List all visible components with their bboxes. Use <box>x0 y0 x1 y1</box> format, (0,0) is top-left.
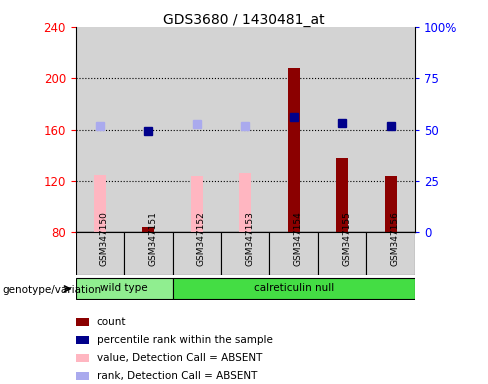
Bar <box>173 27 221 232</box>
Bar <box>287 68 300 232</box>
Text: GSM347155: GSM347155 <box>342 211 351 266</box>
Text: GSM347156: GSM347156 <box>390 211 400 266</box>
Bar <box>385 176 397 232</box>
Bar <box>221 27 269 232</box>
Text: GDS3680 / 1430481_at: GDS3680 / 1430481_at <box>163 13 325 27</box>
Bar <box>124 232 173 275</box>
Text: GSM347151: GSM347151 <box>148 211 157 266</box>
Bar <box>239 173 251 232</box>
Bar <box>142 227 154 232</box>
Bar <box>318 27 366 232</box>
Text: value, Detection Call = ABSENT: value, Detection Call = ABSENT <box>97 353 262 363</box>
Bar <box>366 27 415 232</box>
Bar <box>269 232 318 275</box>
Bar <box>76 27 124 232</box>
Text: count: count <box>97 317 126 327</box>
Bar <box>124 27 173 232</box>
Bar <box>173 278 415 299</box>
Text: GSM347154: GSM347154 <box>294 211 303 266</box>
Bar <box>94 175 106 232</box>
Bar <box>191 176 203 232</box>
Text: rank, Detection Call = ABSENT: rank, Detection Call = ABSENT <box>97 371 257 381</box>
Bar <box>173 232 221 275</box>
Text: genotype/variation: genotype/variation <box>2 285 102 295</box>
Bar <box>318 232 366 275</box>
Text: calreticulin null: calreticulin null <box>254 283 334 293</box>
Bar <box>269 27 318 232</box>
Bar <box>366 232 415 275</box>
Bar <box>76 278 173 299</box>
Text: GSM347153: GSM347153 <box>245 211 254 266</box>
Text: wild type: wild type <box>100 283 148 293</box>
Text: GSM347152: GSM347152 <box>197 211 206 266</box>
Bar <box>221 232 269 275</box>
Bar <box>336 158 348 232</box>
Bar <box>76 232 124 275</box>
Text: percentile rank within the sample: percentile rank within the sample <box>97 335 272 345</box>
Text: GSM347150: GSM347150 <box>100 211 109 266</box>
